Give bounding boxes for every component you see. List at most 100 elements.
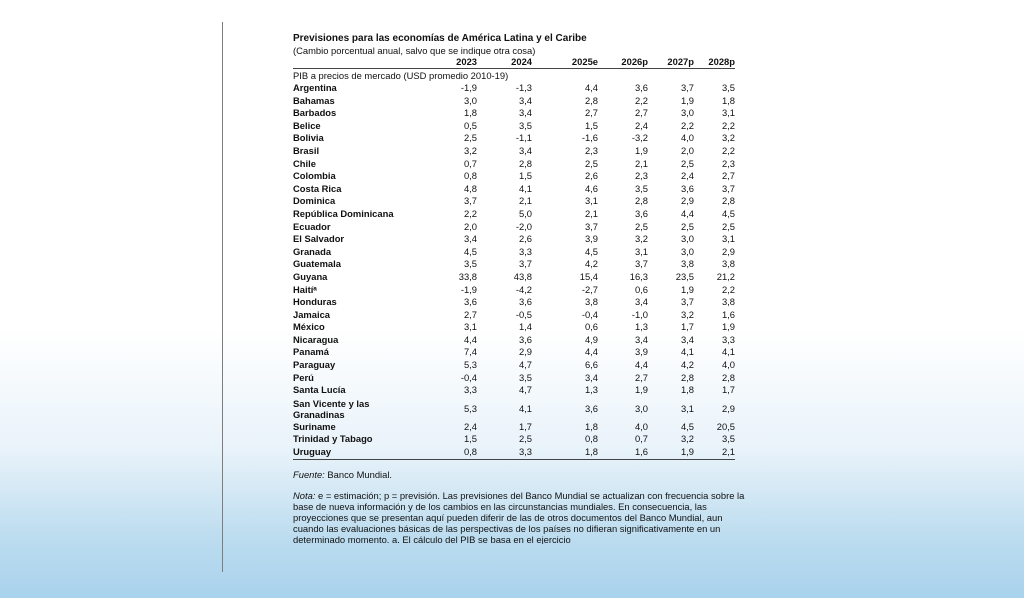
note-label: Nota: bbox=[293, 489, 316, 501]
country-name: Ecuador bbox=[293, 220, 331, 232]
value-cell: 3,6 bbox=[463, 296, 477, 308]
value-cell: 3,5 bbox=[463, 258, 477, 270]
value-cell: 4,9 bbox=[584, 333, 598, 345]
value-cell: 3,3 bbox=[463, 384, 477, 396]
value-cell: 2,2 bbox=[634, 94, 648, 106]
value-cell: 4,7 bbox=[518, 384, 532, 396]
country-name: Panamá bbox=[293, 346, 329, 358]
value-cell: 2,8 bbox=[584, 94, 598, 106]
country-name: Paraguay bbox=[293, 359, 336, 371]
value-cell: 0,6 bbox=[584, 321, 598, 333]
value-cell: 4,4 bbox=[463, 333, 477, 345]
value-cell: 3,4 bbox=[584, 371, 598, 383]
value-cell: 2,6 bbox=[518, 233, 532, 245]
note-paragraph: Nota: e = estimación; p = previsión. Las… bbox=[293, 490, 755, 544]
value-cell: 2,3 bbox=[634, 170, 648, 182]
value-cell: 3,5 bbox=[721, 433, 735, 445]
value-cell: 3,8 bbox=[721, 296, 735, 308]
country-name: Honduras bbox=[293, 296, 337, 308]
value-cell: 3,5 bbox=[721, 82, 735, 93]
country-name: Santa Lucía bbox=[293, 384, 346, 396]
value-cell: 2,0 bbox=[680, 144, 694, 156]
table-row: Dominica 3,7 2,1 3,1 2,8 2,9 2,8 bbox=[293, 195, 735, 208]
table-row: Guatemala 3,5 3,7 4,2 3,7 3,8 3,8 bbox=[293, 258, 735, 271]
table-row: Uruguay 0,8 3,3 1,8 1,6 1,9 2,1 bbox=[293, 446, 735, 460]
value-cell: -0,5 bbox=[515, 308, 532, 320]
value-cell: 23,5 bbox=[675, 270, 694, 282]
country-name: República Dominicana bbox=[293, 207, 394, 219]
value-cell: 2,6 bbox=[584, 170, 598, 182]
value-cell: 0,7 bbox=[463, 157, 477, 169]
value-cell: 0,7 bbox=[634, 433, 648, 445]
value-cell: 3,2 bbox=[680, 308, 694, 320]
country-name: Jamaica bbox=[293, 308, 331, 320]
value-cell: 2,5 bbox=[721, 220, 735, 232]
value-cell: 3,1 bbox=[584, 195, 598, 207]
table-row: Suriname 2,4 1,7 1,8 4,0 4,5 20,5 bbox=[293, 421, 735, 434]
value-cell: 3,8 bbox=[721, 258, 735, 270]
table-row: Santa Lucía 3,3 4,7 1,3 1,9 1,8 1,7 bbox=[293, 384, 735, 397]
value-cell: 2,4 bbox=[680, 170, 694, 182]
value-cell: 4,7 bbox=[518, 359, 532, 371]
forecast-document: Previsiones para las economías de Améric… bbox=[293, 32, 744, 544]
country-name: Bahamas bbox=[293, 94, 335, 106]
value-cell: 1,8 bbox=[680, 384, 694, 396]
value-cell: 3,0 bbox=[680, 245, 694, 257]
country-name: Trinidad y Tabago bbox=[293, 433, 373, 445]
value-cell: 1,8 bbox=[584, 420, 598, 432]
value-cell: 3,0 bbox=[463, 94, 477, 106]
value-cell: 3,2 bbox=[721, 132, 735, 144]
table-row: Paraguay 5,3 4,7 6,6 4,4 4,2 4,0 bbox=[293, 359, 735, 372]
value-cell: 1,9 bbox=[634, 384, 648, 396]
value-cell: 2,9 bbox=[680, 195, 694, 207]
country-name: Perú bbox=[293, 371, 314, 383]
value-cell: 2,7 bbox=[584, 107, 598, 119]
table-row: Costa Rica 4,8 4,1 4,6 3,5 3,6 3,7 bbox=[293, 183, 735, 196]
value-cell: 4,0 bbox=[680, 132, 694, 144]
country-name: Bolivia bbox=[293, 132, 324, 144]
country-name: Costa Rica bbox=[293, 182, 342, 194]
value-cell: 2,2 bbox=[721, 283, 735, 295]
value-cell: 2,1 bbox=[584, 207, 598, 219]
country-name: Guyana bbox=[293, 270, 328, 282]
value-cell: 3,7 bbox=[721, 182, 735, 194]
country-name: Belice bbox=[293, 119, 321, 131]
value-cell: 1,5 bbox=[584, 119, 598, 131]
table-row: México 3,1 1,4 0,6 1,3 1,7 1,9 bbox=[293, 321, 735, 334]
value-cell: 3,4 bbox=[680, 333, 694, 345]
value-cell: 16,3 bbox=[629, 270, 648, 282]
value-cell: 3,2 bbox=[463, 144, 477, 156]
value-cell: 3,7 bbox=[518, 258, 532, 270]
value-cell: 3,6 bbox=[634, 82, 648, 93]
table-row: Bahamas 3,0 3,4 2,8 2,2 1,9 1,8 bbox=[293, 95, 735, 108]
value-cell: 2,4 bbox=[634, 119, 648, 131]
value-cell: 3,6 bbox=[518, 333, 532, 345]
value-cell: -1,9 bbox=[460, 82, 477, 93]
country-name: Dominica bbox=[293, 195, 336, 207]
country-name: Granada bbox=[293, 245, 332, 257]
value-cell: 3,7 bbox=[680, 82, 694, 93]
value-cell: 3,7 bbox=[680, 296, 694, 308]
divider-line bbox=[222, 22, 223, 572]
table-row: Guyana 33,8 43,8 15,4 16,3 23,5 21,2 bbox=[293, 271, 735, 284]
value-cell: 3,0 bbox=[680, 107, 694, 119]
value-cell: 3,7 bbox=[463, 195, 477, 207]
note-text: e = estimación; p = previsión. Las previ… bbox=[293, 489, 745, 544]
value-cell: 6,6 bbox=[584, 359, 598, 371]
value-cell: 3,2 bbox=[634, 233, 648, 245]
header-year: 2023 bbox=[456, 56, 477, 67]
value-cell: 4,1 bbox=[518, 402, 532, 414]
value-cell: 3,5 bbox=[518, 119, 532, 131]
table-row: Bolivia 2,5 -1,1 -1,6 -3,2 4,0 3,2 bbox=[293, 132, 735, 145]
value-cell: 3,2 bbox=[680, 433, 694, 445]
country-name: Argentina bbox=[293, 82, 337, 93]
value-cell: 2,9 bbox=[721, 245, 735, 257]
value-cell: 4,5 bbox=[584, 245, 598, 257]
value-cell: 2,7 bbox=[634, 371, 648, 383]
value-cell: -1,6 bbox=[581, 132, 598, 144]
table-row: Honduras 3,6 3,6 3,8 3,4 3,7 3,8 bbox=[293, 296, 735, 309]
value-cell: 4,2 bbox=[680, 359, 694, 371]
source-label: Fuente: bbox=[293, 468, 325, 480]
value-cell: 0,8 bbox=[463, 446, 477, 458]
country-name: Barbados bbox=[293, 107, 337, 119]
